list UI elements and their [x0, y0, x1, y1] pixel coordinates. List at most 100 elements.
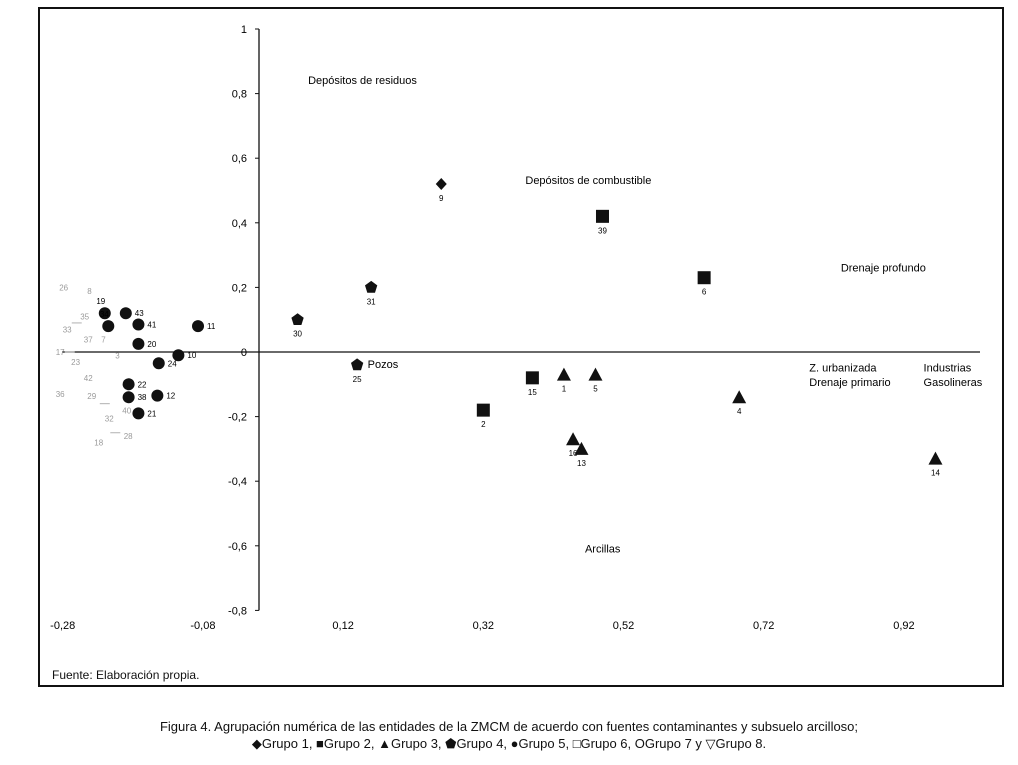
point-marker-triangle — [556, 367, 571, 381]
y-tick-label: 0,2 — [232, 282, 247, 294]
faint-point-label: 18 — [94, 439, 103, 448]
point-label: 21 — [147, 409, 156, 418]
point-marker-triangle — [588, 367, 603, 381]
faint-point-label: 28 — [124, 432, 133, 441]
point-label: 13 — [577, 459, 586, 468]
point-label: 11 — [207, 322, 216, 331]
point-marker-diamond — [435, 178, 447, 191]
annotation-label: Z. urbanizada — [809, 362, 877, 374]
x-tick-label: -0,08 — [190, 620, 215, 632]
point-marker-triangle — [566, 432, 581, 446]
faint-point-label: 32 — [105, 414, 114, 423]
point-label: 2 — [481, 420, 486, 429]
faint-point-label: 7 — [101, 335, 106, 344]
x-tick-label: 0,92 — [893, 620, 914, 632]
point-label: 39 — [598, 226, 607, 235]
faint-point-label: 3 — [115, 351, 120, 360]
source-note: Fuente: Elaboración propia. — [52, 668, 200, 682]
x-tick-label: 0,72 — [753, 620, 774, 632]
point-marker-circle — [152, 357, 165, 370]
point-label: 30 — [293, 330, 302, 339]
annotation-label: Depósitos de residuos — [308, 75, 417, 87]
figure-frame — [38, 7, 1004, 687]
annotation-label: Gasolineras — [924, 377, 983, 389]
y-tick-label: -0,6 — [228, 541, 247, 553]
point-label: 20 — [147, 340, 156, 349]
point-marker-circle — [122, 378, 135, 391]
point-label: 16 — [569, 449, 578, 458]
y-tick-label: 1 — [241, 24, 247, 36]
y-tick-label: 0,6 — [232, 153, 247, 165]
annotation-label: Drenaje profundo — [841, 262, 926, 274]
faint-point-label: 26 — [59, 284, 68, 293]
point-marker-circle — [132, 407, 145, 420]
annotations: Depósitos de residuos Depósitos de combus… — [308, 75, 983, 555]
annotation-label: Industrias — [924, 362, 972, 374]
annotation-label: Pozos — [368, 359, 399, 371]
x-tick-label: 0,32 — [473, 620, 494, 632]
annotation-label: Drenaje primario — [809, 377, 890, 389]
x-tick-label: -0,28 — [50, 620, 75, 632]
tick-labels: 1 0,8 0,6 0,4 0,2 0 -0,2 -0,4 -0,6 -0,8 -0,28 -0,08… — [50, 24, 914, 632]
faint-point-label: 17 — [56, 348, 65, 357]
point-marker-square — [525, 371, 539, 385]
faint-point-label: 29 — [87, 392, 96, 401]
point-label: 15 — [528, 388, 537, 397]
faint-point-label: 40 — [122, 406, 131, 415]
point-label: 4 — [737, 407, 742, 416]
point-marker-triangle — [732, 390, 747, 404]
point-marker-circle — [132, 318, 145, 331]
point-label: 12 — [166, 392, 175, 401]
point-label: 19 — [96, 297, 105, 306]
faint-point-label: 33 — [63, 326, 72, 335]
point-label: 25 — [353, 375, 362, 384]
point-marker-pentagon — [365, 280, 378, 293]
faint-point-label: 23 — [71, 358, 80, 367]
point-marker-circle — [151, 389, 164, 402]
x-tick-label: 0,52 — [613, 620, 634, 632]
axes — [62, 29, 980, 611]
point-label: 43 — [135, 309, 144, 318]
faint-point-label: 36 — [56, 390, 65, 399]
point-marker-square — [595, 209, 609, 223]
y-tick-label: -0,8 — [228, 605, 247, 617]
point-marker-pentagon — [351, 358, 364, 371]
faint-point-label: 35 — [80, 313, 89, 322]
point-marker-triangle — [928, 451, 943, 465]
faint-point-label: 8 — [87, 287, 92, 296]
point-label: 38 — [138, 393, 147, 402]
caption-line-2: ◆Grupo 1, ■Grupo 2, ▲Grupo 3, ⬟Grupo 4, … — [251, 736, 767, 751]
y-tick-label: -0,2 — [228, 412, 247, 424]
point-label: 31 — [367, 297, 376, 306]
point-label: 41 — [147, 321, 156, 330]
faint-point-label: 42 — [84, 374, 93, 383]
point-label: 10 — [187, 351, 196, 360]
y-tick-label: 0,4 — [232, 218, 247, 230]
point-marker-circle — [192, 320, 205, 333]
point-marker-circle — [122, 391, 135, 404]
point-marker-circle — [119, 307, 132, 320]
annotation-label: Depósitos de combustible — [525, 175, 651, 187]
y-tick-label: 0 — [241, 347, 247, 359]
annotation-label: Arcillas — [585, 543, 621, 555]
y-tick-label: 0,8 — [232, 89, 247, 101]
point-label: 9 — [439, 194, 444, 203]
y-tick-label: -0,4 — [228, 476, 247, 488]
point-label: 6 — [702, 288, 707, 297]
point-label: 24 — [168, 359, 177, 368]
point-marker-triangle — [574, 441, 589, 455]
point-label: 5 — [593, 385, 598, 394]
point-marker-circle — [172, 349, 185, 362]
point-marker-square — [697, 271, 711, 285]
faint-point-label: 37 — [84, 335, 93, 344]
point-marker-pentagon — [291, 313, 304, 325]
faint-cluster: 26 8 35 33 37 73 17 23 42 36 29 32 40 18 28 — [56, 284, 133, 448]
point-marker-square — [476, 403, 490, 417]
point-marker-circle — [102, 320, 115, 333]
point-label: 34 — [100, 310, 109, 319]
caption-line-1: Figura 4. Agrupación numérica de las ent… — [159, 719, 859, 734]
point-marker-circle — [98, 307, 111, 320]
point-label: 22 — [138, 380, 147, 389]
